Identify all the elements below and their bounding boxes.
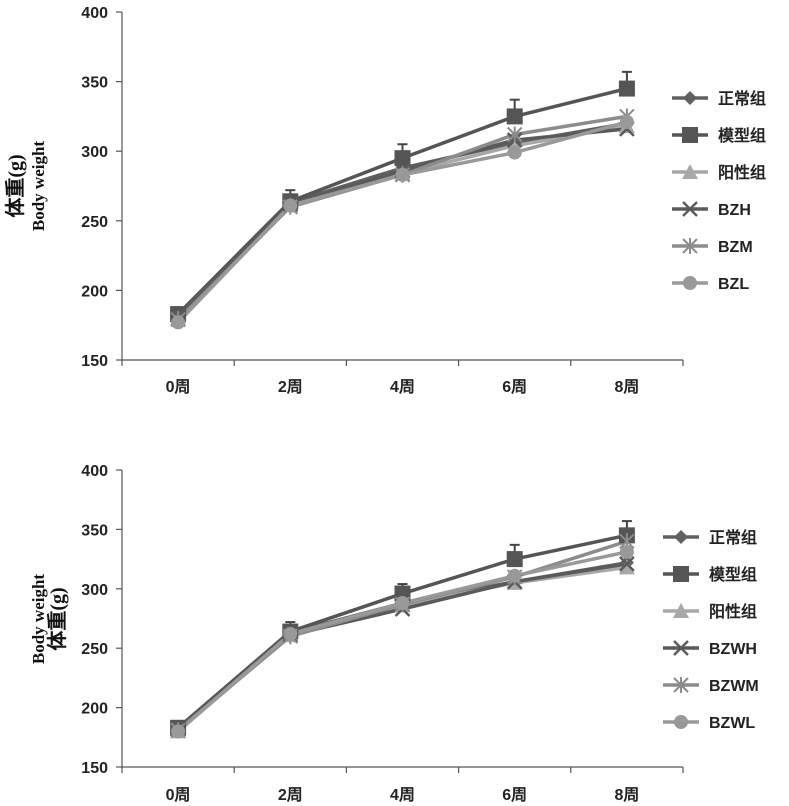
y-tick-label: 200 — [81, 283, 108, 300]
legend-item: 阳性组 — [663, 602, 757, 621]
x-tick-label: 4周 — [390, 378, 415, 396]
legend-label: 模型组 — [709, 565, 757, 584]
data-point — [396, 596, 410, 610]
legend-item: BZWM — [663, 677, 759, 695]
legend-label: BZH — [718, 202, 751, 219]
data-point — [508, 569, 522, 583]
legend-label: BZM — [718, 239, 753, 256]
y-tick-label: 300 — [81, 582, 108, 599]
x-tick-label: 8周 — [614, 378, 639, 396]
legend-label: 正常组 — [709, 528, 757, 547]
legend-item: 阳性组 — [672, 163, 766, 182]
data-point — [171, 315, 185, 329]
data-point — [620, 545, 634, 559]
legend-label: 阳性组 — [718, 163, 766, 182]
legend-label: 正常组 — [718, 89, 766, 108]
legend-label: BZWM — [709, 678, 759, 695]
legend-label: BZWL — [709, 715, 755, 732]
y-tick-label: 200 — [81, 701, 108, 718]
legend-marker — [683, 91, 697, 105]
data-point — [620, 115, 634, 129]
legend-item: 模型组 — [663, 565, 757, 584]
legend-item: BZL — [672, 276, 749, 293]
x-tick-label: 2周 — [278, 786, 303, 804]
chart-panel-2: 150 200 250 300 350 400 0周 2周 4周 6周 8周 体重(g)Body we… — [29, 463, 759, 804]
legend-label: BZL — [718, 276, 749, 293]
legend-item: BZH — [672, 202, 751, 219]
legend-item: BZM — [672, 238, 753, 256]
x-tick-label: 0周 — [166, 786, 191, 804]
legend-item: 正常组 — [672, 89, 766, 108]
x-tick-label: 6周 — [502, 378, 527, 396]
y-tick-label: 350 — [81, 75, 108, 92]
y-tick-label: 350 — [81, 522, 108, 539]
y-tick-label: 150 — [81, 760, 108, 777]
x-tick-label: 0周 — [166, 378, 191, 396]
legend-item: BZWH — [663, 641, 757, 658]
y-tick-label: 400 — [81, 5, 108, 22]
data-point — [619, 81, 635, 97]
series-line-6 — [178, 552, 627, 731]
legend-label: 阳性组 — [709, 602, 757, 621]
data-point — [283, 198, 297, 212]
y-tick-label: 250 — [81, 214, 108, 231]
series-line-5 — [178, 541, 627, 730]
y-axis-label-cn: 体重(g) — [45, 587, 69, 650]
legend-marker — [682, 127, 698, 143]
x-tick-label: 4周 — [390, 786, 415, 804]
data-point — [283, 627, 297, 641]
legend-marker — [683, 276, 697, 290]
data-point — [396, 168, 410, 182]
legend-label: BZWH — [709, 641, 757, 658]
data-point — [507, 108, 523, 124]
legend-item: BZWL — [663, 715, 755, 732]
legend-label: 模型组 — [718, 126, 766, 145]
y-axis-label-en: Body weight — [29, 574, 48, 665]
data-point — [507, 551, 523, 567]
series-line-2 — [178, 89, 627, 315]
legend-marker — [674, 715, 688, 729]
legend-item: 模型组 — [672, 126, 766, 145]
data-point — [508, 146, 522, 160]
y-tick-label: 150 — [81, 353, 108, 370]
legend-marker — [674, 530, 688, 544]
y-tick-label: 400 — [81, 463, 108, 480]
x-tick-label: 2周 — [278, 378, 303, 396]
x-tick-label: 6周 — [502, 786, 527, 804]
chart-panel-1: 150 200 250 300 350 400 0周 2周 4周 6周 8周 体重(g)Body we… — [3, 5, 766, 396]
y-tick-label: 300 — [81, 144, 108, 161]
data-point — [171, 724, 185, 738]
figure: 1502002503003504000周2周4周6周8周体重(g)Body we… — [0, 0, 789, 806]
y-axis-label-en: Body weight — [29, 141, 48, 232]
y-tick-label: 250 — [81, 641, 108, 658]
x-tick-label: 8周 — [614, 786, 639, 804]
legend-item: 正常组 — [663, 528, 757, 547]
y-axis-label-cn: 体重(g) — [3, 154, 27, 217]
legend-marker — [673, 566, 689, 582]
